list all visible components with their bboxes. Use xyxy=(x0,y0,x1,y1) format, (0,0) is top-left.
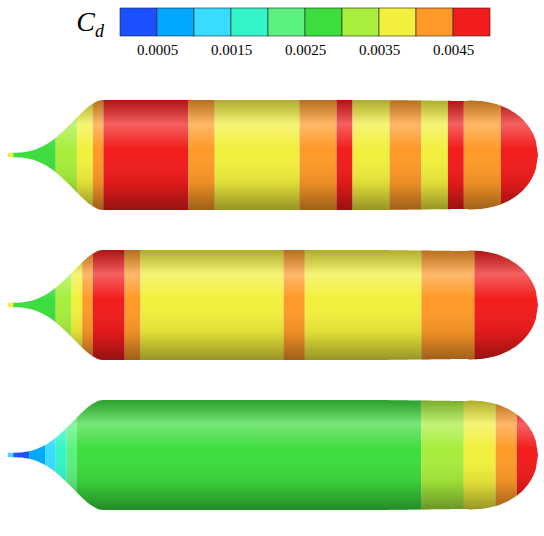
svg-text:0.0035: 0.0035 xyxy=(359,42,400,58)
svg-text:0.0045: 0.0045 xyxy=(433,42,474,58)
svg-text:Cd: Cd xyxy=(76,6,105,41)
svg-text:0.0025: 0.0025 xyxy=(285,42,326,58)
svg-text:0.0005: 0.0005 xyxy=(137,42,178,58)
svg-text:0.0015: 0.0015 xyxy=(211,42,252,58)
